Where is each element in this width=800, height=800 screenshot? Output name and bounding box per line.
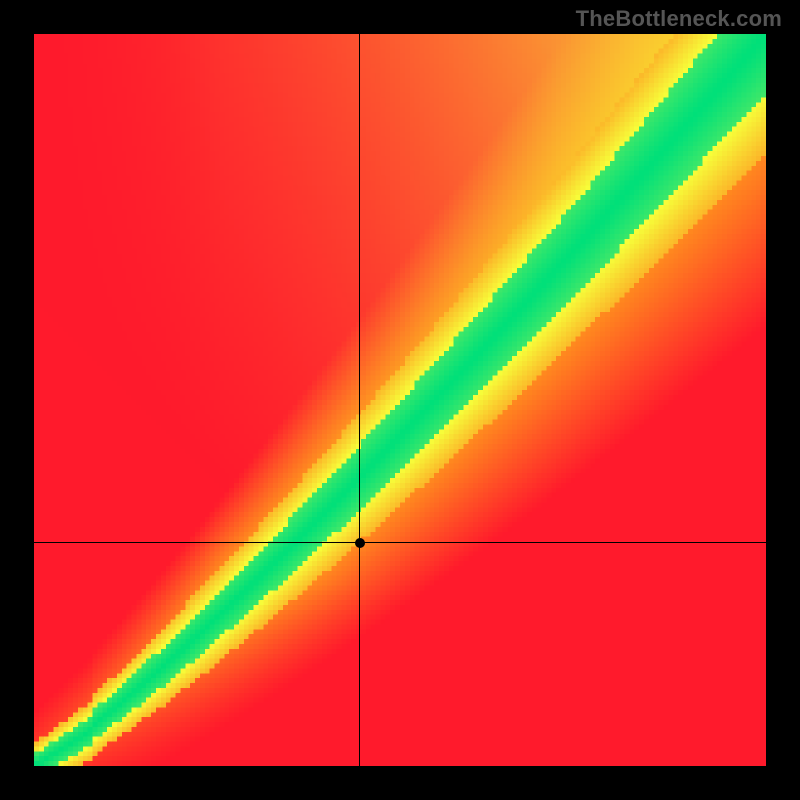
plot-area — [34, 34, 766, 766]
crosshair-horizontal — [34, 542, 766, 543]
watermark-text: TheBottleneck.com — [576, 6, 782, 32]
crosshair-vertical — [359, 34, 360, 766]
stage: TheBottleneck.com — [0, 0, 800, 800]
bottleneck-heatmap — [34, 34, 766, 766]
operating-point-marker — [355, 538, 365, 548]
